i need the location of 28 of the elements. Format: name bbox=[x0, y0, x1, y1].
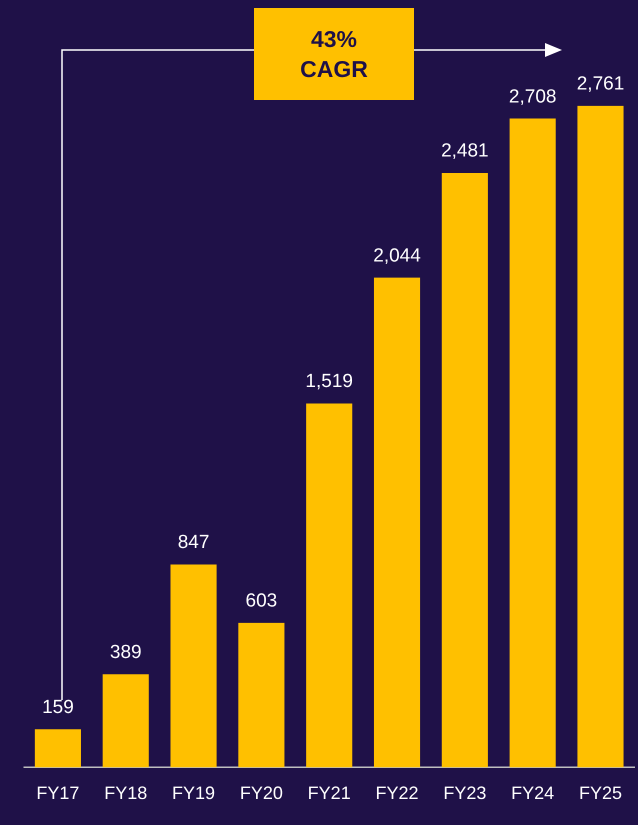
text: 43% CAGR bbox=[254, 8, 414, 100]
bar bbox=[306, 403, 352, 768]
x-tick-label: FY19 bbox=[172, 783, 216, 804]
bar bbox=[577, 106, 624, 768]
x-tick-label: FY24 bbox=[511, 783, 554, 804]
bar bbox=[442, 172, 488, 768]
data-label: 2,761 bbox=[576, 74, 624, 95]
data-label: 159 bbox=[42, 697, 74, 718]
x-tick-label: FY25 bbox=[578, 783, 622, 804]
x-tick-label: FY17 bbox=[36, 783, 80, 804]
data-label: 389 bbox=[110, 642, 142, 663]
x-tick-label: FY22 bbox=[376, 783, 419, 804]
bar bbox=[374, 278, 420, 768]
data-label: 2,708 bbox=[508, 86, 556, 108]
bar bbox=[170, 564, 217, 768]
x-tick-label: FY18 bbox=[104, 783, 148, 804]
x-tick-label: FY23 bbox=[443, 783, 486, 804]
data-label: 847 bbox=[178, 532, 210, 554]
bar bbox=[34, 729, 81, 768]
data-label: 2,044 bbox=[373, 245, 422, 266]
data-label: 2,481 bbox=[441, 140, 489, 162]
x-tick-label: FY20 bbox=[240, 783, 283, 804]
bar bbox=[102, 674, 149, 768]
x-tick-label: FY21 bbox=[308, 783, 351, 804]
data-label: 603 bbox=[246, 590, 278, 612]
data-label: 1,519 bbox=[305, 371, 353, 392]
bar bbox=[238, 622, 284, 768]
bar bbox=[510, 118, 556, 768]
